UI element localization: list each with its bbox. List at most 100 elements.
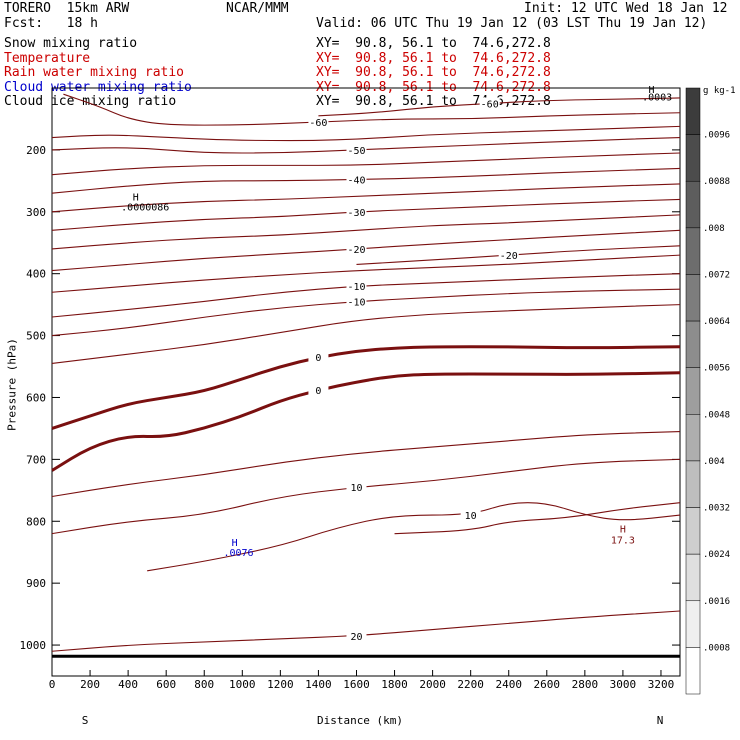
x-tick-label: 200 <box>80 678 100 691</box>
y-tick-label: 200 <box>26 144 46 157</box>
colorbar-cell <box>685 134 701 182</box>
isotherm-label: -10 <box>347 298 365 309</box>
isotherm-label: 20 <box>350 632 362 643</box>
y-tick-label: 700 <box>26 453 46 466</box>
annotation-label: H <box>232 538 238 549</box>
colorbar-label: .0016 <box>703 597 730 607</box>
legend-label: Snow mixing ratio <box>4 36 138 51</box>
isotherm-label: -20 <box>500 251 518 262</box>
legend-xy: XY= 90.8, 56.1 to 74.6,272.8 <box>316 50 551 66</box>
y-tick-label: 1000 <box>20 639 47 652</box>
x-tick-label: 3000 <box>610 678 637 691</box>
y-tick-label: 400 <box>26 268 46 281</box>
colorbar-cell <box>685 647 701 695</box>
legend-xy: XY= 90.8, 56.1 to 74.6,272.8 <box>316 79 551 95</box>
init-label: Init: 12 UTC Wed 18 Jan 12 <box>524 1 728 16</box>
x-tick-label: 2000 <box>419 678 446 691</box>
isotherm-label-bg <box>308 384 329 396</box>
colorbar-cell <box>685 367 701 415</box>
x-endpoint-start: S <box>81 714 89 727</box>
y-tick-label: 600 <box>26 391 46 404</box>
isotherm-label: 0 <box>315 386 321 397</box>
y-tick-label: 500 <box>26 330 46 343</box>
colorbar-label: .0056 <box>703 364 730 374</box>
isotherm-line <box>51 345 681 430</box>
isotherm-label: 10 <box>465 511 477 522</box>
isotherm-line <box>51 152 681 176</box>
isotherm-line <box>51 610 681 652</box>
y-tick-label: 800 <box>26 515 46 528</box>
isotherm-line <box>51 304 681 364</box>
x-tick-label: 600 <box>156 678 176 691</box>
valid-label: Valid: 06 UTC Thu 19 Jan 12 (03 LST Thu … <box>316 16 708 31</box>
isotherm-label-bg <box>308 351 329 363</box>
fcst-label: Fcst: 18 h <box>4 16 98 31</box>
isotherm-line <box>318 97 681 117</box>
x-tick-label: 1000 <box>229 678 256 691</box>
x-tick-label: 3200 <box>648 678 675 691</box>
colorbar-label: .0072 <box>703 270 730 280</box>
annotation-label: H <box>133 193 139 204</box>
isotherm-line <box>51 125 681 142</box>
isotherm-label-bg <box>346 173 367 185</box>
isotherm-label-bg <box>346 280 367 292</box>
x-tick-label: 1600 <box>343 678 370 691</box>
isotherm-line <box>51 430 681 498</box>
isotherm-label: -30 <box>347 208 365 219</box>
center-label: NCAR/MMM <box>226 1 289 16</box>
colorbar-label: .0064 <box>703 317 730 327</box>
colorbar-label: .004 <box>703 457 725 467</box>
isotherm-line <box>51 167 681 194</box>
colorbar-cell <box>685 600 701 648</box>
isotherm-label: -40 <box>347 176 365 187</box>
colorbar-cell <box>685 507 701 555</box>
isotherm-line <box>51 273 681 318</box>
isotherm-label-bg <box>346 205 367 217</box>
x-tick-label: 2600 <box>534 678 561 691</box>
x-tick-label: 800 <box>194 678 214 691</box>
colorbar-label: .008 <box>703 224 725 234</box>
colorbar-label: .0008 <box>703 643 730 653</box>
plot-frame <box>51 87 681 677</box>
isotherm-line <box>51 198 681 231</box>
isotherm-line <box>63 93 681 126</box>
x-tick-label: 2800 <box>572 678 599 691</box>
colorbar-cell <box>685 553 701 602</box>
isotherm-label: 0 <box>315 353 321 364</box>
y-axis-label: Pressure (hPa) <box>5 338 19 431</box>
isotherm-label-bg <box>346 295 367 307</box>
isotherm-line <box>51 288 681 337</box>
colorbar-cell <box>685 227 701 275</box>
colorbar-label: .0088 <box>703 177 730 187</box>
isotherm-label: -60 <box>309 118 327 129</box>
x-endpoint-end: N <box>656 714 664 727</box>
annotation-label: .0003 <box>642 92 672 103</box>
y-tick-label: 300 <box>26 206 46 219</box>
colorbar-label: .0032 <box>703 504 730 514</box>
isotherm-label: 10 <box>350 483 362 494</box>
annotation-label: .0076 <box>223 548 253 559</box>
colorbar-unit: g kg-1 <box>703 86 736 96</box>
isotherm-line <box>51 254 681 293</box>
colorbar-cell <box>685 460 701 508</box>
x-tick-label: 1800 <box>381 678 408 691</box>
colorbar-cell <box>685 414 701 462</box>
isotherm-line <box>51 371 681 472</box>
colorbar-label: .0048 <box>703 410 730 420</box>
colorbar-cell <box>685 274 701 322</box>
x-tick-label: 1400 <box>305 678 332 691</box>
isotherm-line <box>51 458 681 535</box>
isotherm-label-bg <box>460 509 481 521</box>
legend-xy: XY= 90.8, 56.1 to 74.6,272.8 <box>316 36 551 51</box>
x-tick-label: 0 <box>49 678 56 691</box>
colorbar-cell <box>685 87 701 135</box>
colorbar-cell <box>685 320 701 368</box>
colorbar-cell <box>685 180 701 229</box>
annotation-label: .0000086 <box>121 203 169 214</box>
x-axis-label: Distance (km) <box>316 714 404 727</box>
colorbar-label: .0024 <box>703 550 730 560</box>
isotherm-line <box>51 136 681 154</box>
isotherm-line <box>147 502 681 572</box>
isotherm-line <box>51 229 681 272</box>
